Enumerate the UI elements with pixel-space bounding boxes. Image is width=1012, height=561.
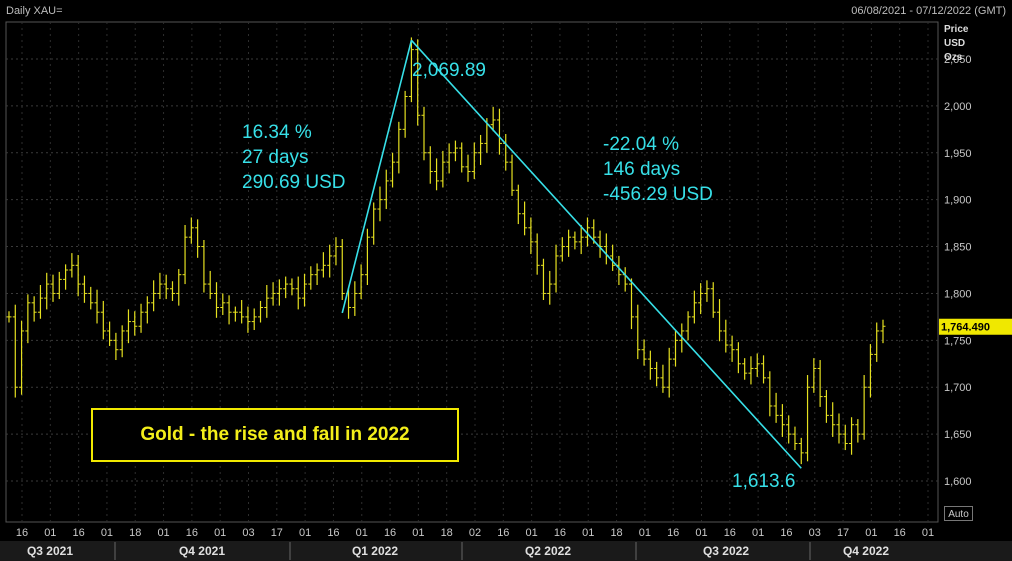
x-tick-label: 16: [73, 527, 85, 539]
x-tick-label: 16: [186, 527, 198, 539]
chart-header: Daily XAU= 06/08/2021 - 07/12/2022 (GMT): [0, 0, 1012, 22]
period-label: Q3 2022: [703, 544, 749, 558]
period-label: Q4 2022: [843, 544, 889, 558]
rise-days: 27 days: [242, 147, 309, 168]
x-tick-label: 18: [441, 527, 453, 539]
fall-days: 146 days: [603, 159, 681, 180]
x-tick-label: 01: [752, 527, 764, 539]
chart-title-box: Gold - the rise and fall in 2022: [91, 408, 459, 462]
x-tick-label: 03: [242, 527, 254, 539]
x-tick-label: 16: [894, 527, 906, 539]
x-tick-label: 01: [157, 527, 169, 539]
symbol-label: Daily XAU=: [6, 5, 63, 17]
x-tick-label: 16: [724, 527, 736, 539]
x-tick-label: 01: [44, 527, 56, 539]
period-label: Q2 2022: [525, 544, 571, 558]
period-bar: [0, 541, 1012, 561]
period-label: Q1 2022: [352, 544, 398, 558]
auto-scale-button[interactable]: Auto: [944, 506, 973, 521]
x-tick-label: 01: [695, 527, 707, 539]
y-tick-label: 1,750: [944, 335, 972, 347]
x-tick-label: 16: [384, 527, 396, 539]
x-tick-label: 16: [16, 527, 28, 539]
x-tick-label: 01: [639, 527, 651, 539]
x-tick-label: 01: [922, 527, 934, 539]
x-tick-label: 18: [129, 527, 141, 539]
peak-price-label: 2,069.89: [412, 60, 486, 81]
x-tick-label: 18: [610, 527, 622, 539]
x-tick-label: 16: [667, 527, 679, 539]
date-range-label: 06/08/2021 - 07/12/2022 (GMT): [851, 5, 1006, 17]
y-tick-label: 1,850: [944, 242, 972, 254]
y-tick-label: 1,950: [944, 148, 972, 160]
x-tick-label: 01: [412, 527, 424, 539]
trend-line: [410, 39, 802, 469]
fall-percent: -22.04 %: [603, 134, 680, 155]
y-tick-label: 2,050: [944, 54, 972, 66]
x-tick-label: 16: [327, 527, 339, 539]
x-tick-label: 01: [356, 527, 368, 539]
last-price-label: 1,764.490: [941, 322, 990, 334]
rise-usd: 290.69 USD: [242, 172, 346, 193]
axis-unit-currency: USD: [944, 38, 966, 49]
x-tick-label: 01: [101, 527, 113, 539]
fall-stats: -22.04 % 146 days -456.29 USD: [603, 132, 713, 207]
y-tick-label: 1,600: [944, 476, 972, 488]
y-tick-label: 1,900: [944, 195, 972, 207]
x-tick-label: 02: [469, 527, 481, 539]
x-tick-label: 01: [526, 527, 538, 539]
x-tick-label: 03: [809, 527, 821, 539]
y-tick-label: 1,700: [944, 382, 972, 394]
x-tick-label: 16: [554, 527, 566, 539]
period-label: Q3 2021: [27, 544, 73, 558]
y-tick-label: 2,000: [944, 101, 972, 113]
axis-unit-ozs: Ozs: [944, 52, 963, 63]
last-price-marker: [939, 318, 1012, 335]
y-tick-label: 1,650: [944, 429, 972, 441]
x-tick-label: 16: [780, 527, 792, 539]
plot-frame: [5, 21, 939, 523]
x-tick-label: 17: [271, 527, 283, 539]
x-tick-label: 01: [582, 527, 594, 539]
x-tick-label: 01: [865, 527, 877, 539]
period-label: Q4 2021: [179, 544, 225, 558]
rise-stats: 16.34 % 27 days 290.69 USD: [242, 120, 346, 195]
rise-percent: 16.34 %: [242, 122, 312, 143]
x-tick-label: 01: [299, 527, 311, 539]
trough-price-label: 1,613.6: [732, 471, 796, 492]
chart-title: Gold - the rise and fall in 2022: [140, 424, 410, 445]
axis-unit-price: Price: [944, 24, 969, 35]
fall-usd: -456.29 USD: [603, 184, 713, 205]
x-tick-label: 17: [837, 527, 849, 539]
x-tick-label: 01: [214, 527, 226, 539]
trend-line: [341, 40, 413, 314]
y-tick-label: 1,800: [944, 288, 972, 300]
x-tick-label: 16: [497, 527, 509, 539]
